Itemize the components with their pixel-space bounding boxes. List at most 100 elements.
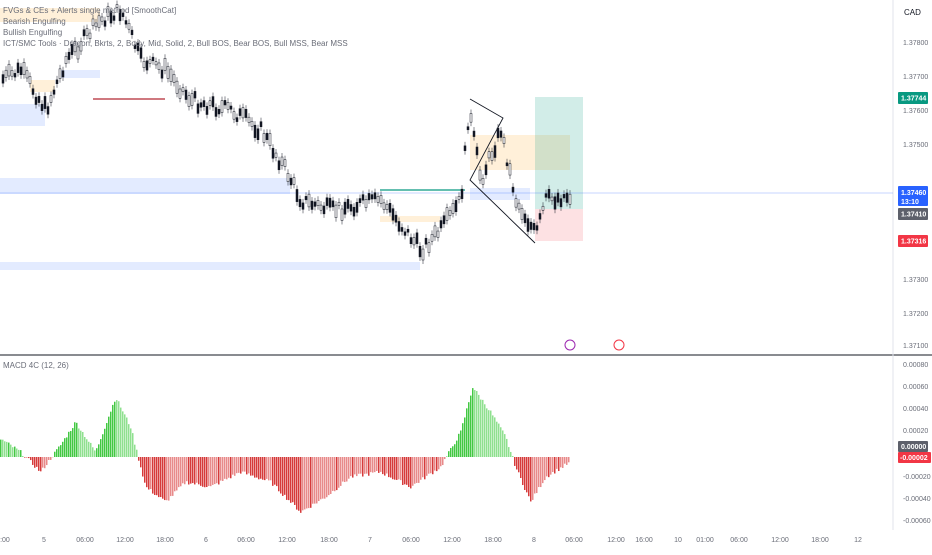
candle bbox=[164, 58, 166, 70]
macd-bar bbox=[100, 439, 102, 457]
candle bbox=[143, 61, 145, 67]
legend-indicator-fvg[interactable]: FVGs & CEs + Alerts single method [Smoot… bbox=[3, 6, 176, 16]
time-tick-label: 01:00 bbox=[696, 537, 714, 544]
macd-bar bbox=[268, 457, 270, 480]
macd-bar bbox=[76, 423, 78, 457]
candle bbox=[197, 104, 199, 114]
candle bbox=[158, 63, 160, 70]
macd-bar bbox=[502, 430, 504, 457]
macd-bar bbox=[432, 457, 434, 474]
candle bbox=[239, 109, 241, 116]
macd-bar bbox=[330, 457, 332, 494]
macd-bar bbox=[296, 457, 298, 510]
candle bbox=[203, 101, 205, 107]
macd-bar bbox=[550, 457, 552, 475]
macd-bar bbox=[246, 457, 248, 474]
event-icon[interactable] bbox=[614, 340, 624, 350]
candle bbox=[425, 238, 427, 244]
price-tick-label: 1.37600 bbox=[903, 108, 928, 115]
macd-value-label: -0.00002 bbox=[900, 455, 928, 462]
macd-bar bbox=[284, 457, 286, 495]
macd-bar bbox=[188, 457, 190, 485]
macd-bar bbox=[492, 415, 494, 457]
time-tick-label: 06:00 bbox=[402, 537, 420, 544]
candle bbox=[221, 101, 223, 113]
candle bbox=[404, 232, 406, 236]
bar-countdown-label: 13:10 bbox=[901, 199, 919, 206]
candle bbox=[365, 199, 367, 207]
macd-bar bbox=[234, 457, 236, 476]
candle bbox=[275, 153, 277, 157]
candle bbox=[560, 199, 562, 207]
macd-legend[interactable]: MACD 4C (12, 26) bbox=[3, 361, 69, 370]
macd-bar bbox=[418, 457, 420, 483]
candle bbox=[14, 73, 16, 77]
candle bbox=[200, 103, 202, 108]
macd-bar bbox=[128, 424, 130, 457]
price-tick-label: 1.37800 bbox=[903, 40, 928, 47]
macd-tick-label: 0.00040 bbox=[903, 406, 928, 413]
candle bbox=[428, 243, 430, 253]
macd-bar bbox=[262, 457, 264, 480]
candle bbox=[176, 81, 178, 93]
macd-bar bbox=[544, 457, 546, 480]
macd-bar bbox=[106, 423, 108, 457]
macd-bar bbox=[406, 457, 408, 485]
macd-bar bbox=[14, 447, 16, 457]
candle bbox=[497, 128, 499, 138]
candle bbox=[440, 221, 442, 228]
macd-bar bbox=[238, 457, 240, 473]
macd-bar bbox=[2, 440, 4, 457]
price-tick-label: 1.37700 bbox=[903, 74, 928, 81]
macd-bar bbox=[476, 391, 478, 457]
macd-bar bbox=[252, 457, 254, 476]
macd-bar bbox=[146, 457, 148, 487]
macd-bar bbox=[430, 457, 432, 473]
macd-bar bbox=[184, 457, 186, 484]
macd-bar bbox=[180, 457, 182, 486]
macd-bar bbox=[532, 457, 534, 500]
time-tick-label: 12:00 bbox=[443, 537, 461, 544]
macd-bar bbox=[196, 457, 198, 483]
macd-bar bbox=[142, 457, 144, 477]
event-icon[interactable] bbox=[565, 340, 575, 350]
macd-bar bbox=[360, 457, 362, 474]
macd-bar bbox=[232, 457, 234, 475]
macd-bar bbox=[120, 408, 122, 457]
macd-bar bbox=[218, 457, 220, 484]
macd-bar bbox=[134, 445, 136, 457]
macd-bar bbox=[352, 457, 354, 478]
macd-bar bbox=[512, 456, 514, 457]
macd-bar bbox=[88, 442, 90, 457]
macd-bar bbox=[160, 457, 162, 497]
candle bbox=[236, 118, 238, 122]
candle bbox=[299, 199, 301, 206]
macd-bar bbox=[176, 457, 178, 490]
currency-label[interactable]: CAD bbox=[904, 8, 921, 17]
stop-price-badge-label: 1.37316 bbox=[901, 239, 926, 246]
macd-bar bbox=[376, 457, 378, 471]
candle bbox=[251, 121, 253, 126]
candle bbox=[344, 202, 346, 214]
legend-indicator-bullish-engulfing[interactable]: Bullish Engulfing bbox=[3, 28, 62, 38]
candle bbox=[305, 196, 307, 200]
candle bbox=[431, 234, 433, 241]
candle bbox=[17, 63, 19, 73]
time-tick-label: 18:00 bbox=[320, 537, 338, 544]
macd-bar bbox=[82, 432, 84, 457]
time-tick-label: 5 bbox=[42, 537, 46, 544]
macd-bar bbox=[308, 457, 310, 508]
macd-bar bbox=[220, 457, 222, 481]
legend-indicator-ict-smc[interactable]: ICT/SMC Tools · Dragon, Bkrts, 2, Body, … bbox=[3, 39, 348, 49]
legend-indicator-bearish-engulfing[interactable]: Bearish Engulfing bbox=[3, 17, 66, 27]
candle bbox=[32, 89, 34, 95]
macd-bar bbox=[320, 457, 322, 499]
macd-bar bbox=[336, 457, 338, 490]
macd-bar bbox=[374, 457, 376, 472]
candle bbox=[8, 64, 10, 76]
candle bbox=[125, 21, 127, 25]
macd-bar bbox=[138, 457, 140, 461]
time-tick-label: 18:00 bbox=[156, 537, 174, 544]
